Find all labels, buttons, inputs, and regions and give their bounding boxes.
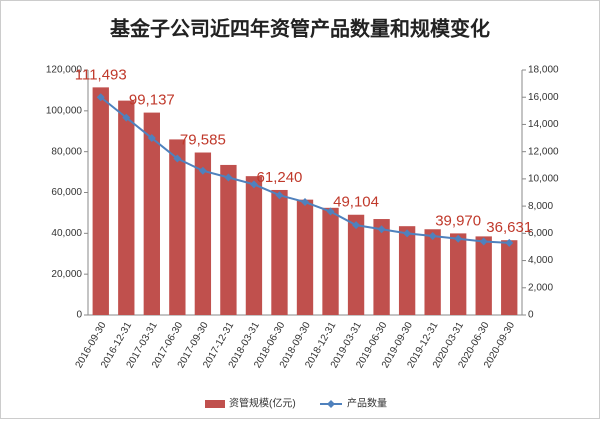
y2-tick-label: 16,000 bbox=[528, 92, 559, 103]
y2-tick-label: 2,000 bbox=[528, 282, 553, 293]
bar bbox=[220, 164, 237, 315]
y2-tick-label: 4,000 bbox=[528, 255, 553, 266]
value-label: 99,137 bbox=[129, 92, 175, 109]
y2-tick-label: 0 bbox=[528, 310, 534, 321]
line-marker bbox=[377, 225, 386, 234]
line-marker bbox=[96, 93, 105, 102]
bar bbox=[398, 226, 416, 315]
value-label: 39,970 bbox=[435, 212, 481, 229]
bar bbox=[92, 87, 109, 315]
legend-swatch bbox=[327, 400, 335, 408]
y-tick-label: 0 bbox=[76, 310, 82, 321]
line-marker bbox=[301, 198, 309, 207]
legend-label: 产品数量 bbox=[347, 397, 387, 410]
bar bbox=[194, 152, 212, 315]
line-marker bbox=[275, 191, 284, 200]
line-marker bbox=[428, 232, 437, 241]
value-label: 49,104 bbox=[333, 194, 379, 211]
line-marker bbox=[198, 166, 207, 175]
legend-label: 资管规模(亿元) bbox=[229, 397, 296, 410]
y2-tick-label: 14,000 bbox=[528, 119, 559, 130]
bar bbox=[118, 100, 135, 315]
value-label: 36,631 bbox=[486, 219, 532, 236]
bar bbox=[271, 189, 288, 315]
line-marker bbox=[122, 113, 131, 122]
y-tick-label: 80,000 bbox=[51, 146, 82, 157]
bar bbox=[245, 176, 263, 315]
value-label: 111,493 bbox=[75, 66, 127, 83]
bar bbox=[143, 112, 160, 315]
line-marker bbox=[224, 173, 233, 182]
legend-swatch bbox=[205, 400, 225, 408]
line-marker bbox=[249, 180, 258, 189]
bar bbox=[347, 214, 365, 315]
value-label: 61,240 bbox=[257, 169, 303, 186]
line-marker bbox=[147, 134, 156, 143]
line-marker bbox=[173, 154, 182, 163]
line-marker bbox=[403, 229, 412, 238]
line-marker bbox=[479, 237, 488, 246]
y-tick-label: 20,000 bbox=[51, 269, 82, 280]
bar bbox=[373, 219, 390, 315]
y-tick-label: 100,000 bbox=[46, 105, 83, 116]
bar bbox=[501, 240, 518, 315]
bar bbox=[424, 229, 441, 315]
line-marker bbox=[326, 207, 335, 216]
line-marker bbox=[352, 221, 361, 230]
y-tick-label: 60,000 bbox=[51, 187, 82, 198]
bar bbox=[296, 199, 314, 315]
bar bbox=[169, 139, 186, 315]
value-label: 79,585 bbox=[180, 131, 226, 148]
y2-tick-label: 18,000 bbox=[528, 65, 559, 76]
y2-tick-label: 8,000 bbox=[528, 201, 553, 212]
line-marker bbox=[454, 234, 463, 243]
bar bbox=[322, 207, 339, 315]
chart-title: 基金子公司近四年资管产品数量和规模变化 bbox=[110, 16, 490, 40]
bar bbox=[475, 236, 492, 315]
y2-tick-label: 12,000 bbox=[528, 146, 559, 157]
y2-tick-label: 6,000 bbox=[528, 228, 553, 239]
line-marker bbox=[505, 238, 514, 247]
y-tick-label: 120,000 bbox=[46, 65, 83, 76]
y2-tick-label: 10,000 bbox=[528, 174, 559, 185]
bar bbox=[450, 233, 467, 315]
y-tick-label: 40,000 bbox=[51, 228, 82, 239]
